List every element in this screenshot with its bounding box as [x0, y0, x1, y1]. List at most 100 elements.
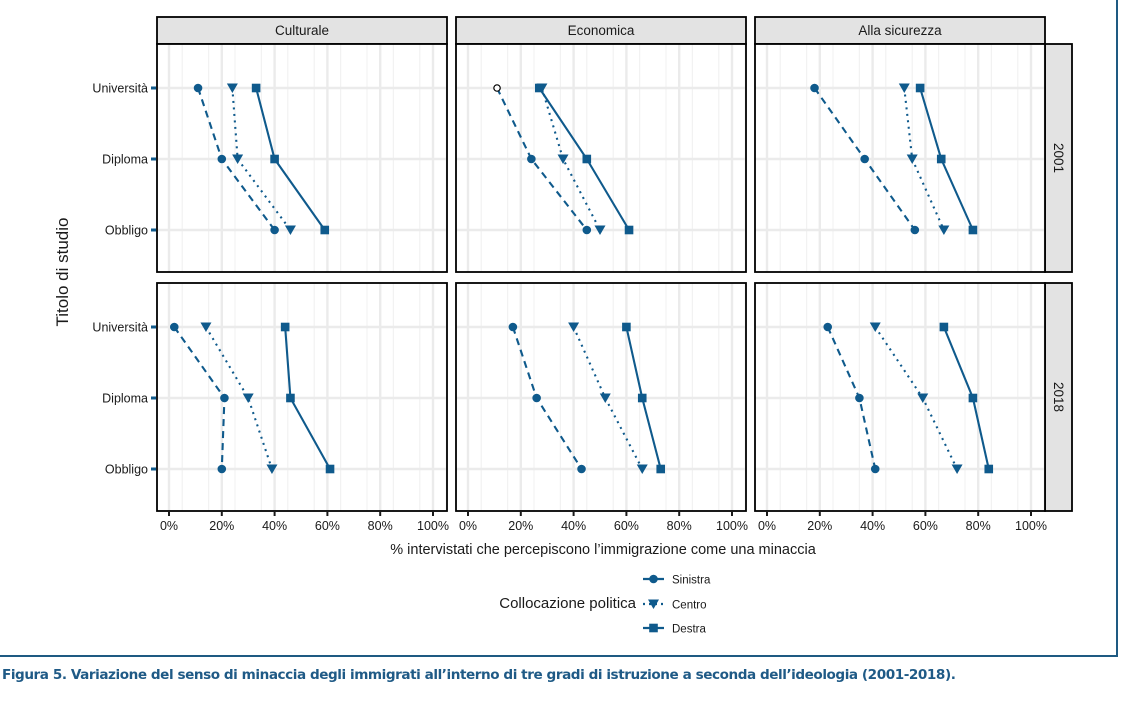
data-point-sinistra: [870, 464, 880, 474]
panel-border: [156, 43, 448, 273]
legend-key-marker: [649, 574, 658, 584]
data-point-sinistra: [527, 154, 536, 164]
data-point-sinistra: [217, 464, 227, 474]
data-point-destra: [984, 464, 994, 474]
data-point-centro: [938, 225, 950, 235]
legend-title: Collocazione politica: [499, 595, 636, 612]
data-point-centro: [951, 464, 963, 474]
facet-row-label: 2018: [1051, 382, 1066, 412]
data-point-centro: [232, 154, 244, 164]
panel-2018-culturale: [156, 282, 448, 512]
data-point-destra: [582, 154, 592, 164]
data-point-destra: [270, 154, 279, 164]
data-point-destra: [624, 225, 634, 235]
legend-item-centro: Centro: [643, 599, 707, 612]
data-point-centro: [266, 464, 278, 474]
legend-label: Destra: [672, 624, 706, 636]
facet-strip-culturale: [156, 16, 448, 45]
legend-item-destra: Destra: [643, 624, 706, 636]
x-tick-label: 60%: [315, 519, 340, 533]
y-tick-label: Università: [92, 321, 148, 335]
legend-key-marker: [649, 623, 658, 633]
y-axis-title: Titolo di studio: [53, 218, 72, 327]
facet-strip-2018: [1044, 282, 1073, 512]
data-point-destra: [936, 154, 946, 164]
data-point-centro: [242, 393, 254, 403]
facet-column-label: Culturale: [275, 23, 329, 38]
data-point-sinistra: [855, 393, 864, 403]
data-point-sinistra: [220, 393, 229, 403]
legend-item-sinistra: Sinistra: [643, 575, 711, 587]
data-point-destra: [280, 322, 290, 332]
x-tick-label: 80%: [368, 519, 393, 533]
data-point-sinistra: [577, 464, 586, 474]
data-point-destra: [251, 83, 261, 93]
data-point-destra: [656, 464, 666, 474]
x-tick-label: 100%: [1015, 519, 1047, 533]
x-tick-label: 20%: [209, 519, 234, 533]
x-tick-label: 80%: [966, 519, 991, 533]
figure-caption: Figura 5. Variazione del senso di minacc…: [2, 667, 956, 683]
legend-label: Sinistra: [672, 575, 711, 587]
data-point-sinistra: [823, 322, 833, 332]
x-tick-label: 100%: [417, 519, 449, 533]
panel-2001-economica: [455, 43, 747, 273]
data-point-sinistra: [508, 322, 518, 332]
x-tick-label: 20%: [508, 519, 533, 533]
data-point-sinistra: [193, 83, 203, 93]
legend-key-marker: [648, 599, 659, 609]
data-point-destra: [622, 322, 631, 332]
y-tick-label: Diploma: [102, 153, 148, 167]
panel-border: [754, 43, 1046, 273]
x-tick-label: 60%: [913, 519, 938, 533]
panel-2001-alla-sicurezza: [754, 43, 1046, 273]
data-point-destra: [637, 393, 647, 403]
data-point-sinistra: [270, 225, 279, 235]
x-tick-label: 80%: [667, 519, 692, 533]
data-point-sinistra: [810, 83, 819, 93]
faceted-line-chart: Culturale Economica Alla sicurezza 2001 201…: [53, 16, 1073, 636]
facet-strip-economica: [455, 16, 747, 45]
facet-column-label: Economica: [568, 23, 635, 38]
x-tick-label: 100%: [716, 519, 748, 533]
panel-border: [455, 282, 747, 512]
data-point-destra: [939, 322, 949, 332]
panel-2001-culturale: [156, 43, 448, 273]
data-point-destra: [968, 225, 978, 235]
legend-label: Centro: [672, 600, 707, 612]
data-point-sinistra: [532, 393, 541, 403]
x-tick-label: 60%: [614, 519, 639, 533]
panel-2018-alla-sicurezza: [754, 282, 1046, 512]
data-point-sinistra: [493, 84, 501, 92]
series-line-centro: [205, 326, 273, 470]
data-point-destra: [534, 83, 544, 93]
data-point-destra: [320, 225, 330, 235]
y-tick-label: Obbligo: [105, 224, 148, 238]
data-point-destra: [286, 393, 295, 403]
data-point-centro: [917, 393, 929, 403]
data-point-centro: [568, 322, 580, 332]
data-point-sinistra: [910, 225, 920, 235]
figure-frame: [0, 0, 1118, 657]
facet-column-label: Alla sicurezza: [858, 23, 942, 38]
facet-row-label: 2001: [1051, 143, 1066, 173]
data-point-centro: [557, 154, 569, 164]
data-point-destra: [915, 83, 925, 93]
data-point-centro: [226, 83, 238, 93]
series-line-centro: [572, 326, 644, 470]
facet-strip-2001: [1044, 43, 1073, 273]
panel-border: [754, 282, 1046, 512]
x-tick-label: 0%: [459, 519, 477, 533]
x-tick-label: 40%: [262, 519, 287, 533]
x-tick-label: 40%: [561, 519, 586, 533]
panel-border: [455, 43, 747, 273]
data-point-centro: [599, 393, 611, 403]
data-point-centro: [284, 225, 296, 235]
x-tick-label: 0%: [758, 519, 776, 533]
data-point-centro: [898, 83, 910, 93]
y-tick-label: Università: [92, 82, 148, 96]
panel-border: [156, 282, 448, 512]
data-point-sinistra: [582, 225, 592, 235]
data-point-centro: [869, 322, 881, 332]
x-tick-label: 0%: [160, 519, 178, 533]
